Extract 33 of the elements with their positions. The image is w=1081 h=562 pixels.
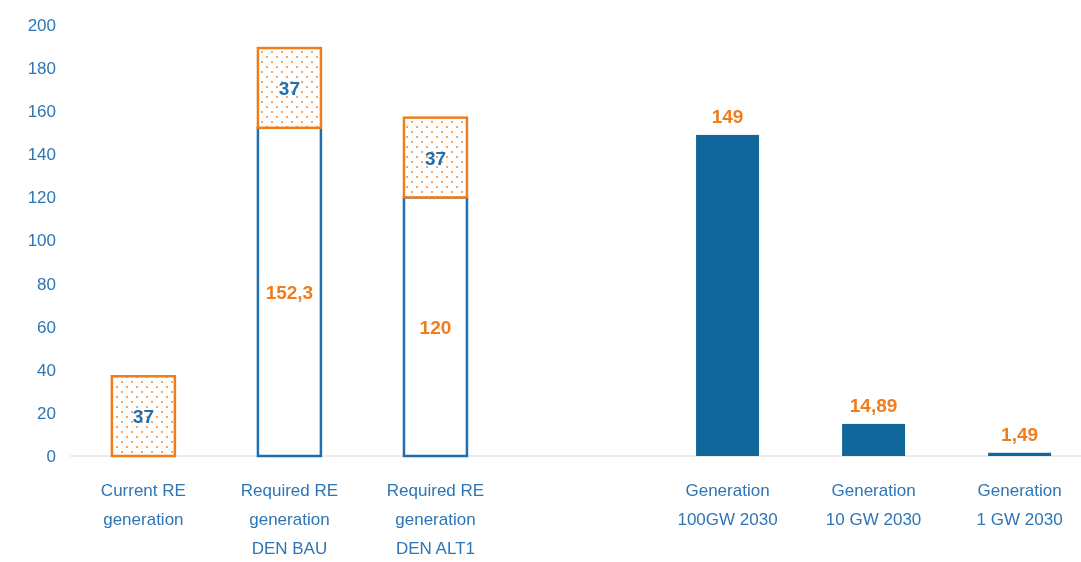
- bar: [402, 196, 469, 458]
- x-tick-label: Generation 1 GW 2030: [976, 481, 1063, 529]
- bar: [256, 46, 323, 130]
- data-label: 37: [278, 77, 300, 99]
- bar: [110, 375, 177, 458]
- data-label: 37: [132, 406, 154, 428]
- data-label: 149: [711, 105, 744, 127]
- data-label: 37: [424, 147, 447, 169]
- bar: [842, 423, 906, 456]
- y-tick-label: 160: [27, 102, 56, 122]
- bar: [256, 126, 323, 458]
- y-tick-label: 180: [27, 59, 56, 79]
- data-label: 152,3: [265, 281, 314, 303]
- bar: [696, 134, 760, 456]
- y-tick-label: 200: [27, 15, 56, 35]
- bar: [402, 116, 469, 199]
- y-tick-label: 20: [37, 403, 56, 423]
- y-tick-label: 40: [37, 360, 56, 380]
- x-tick-label: Required RE generation DEN ALT1: [386, 481, 485, 558]
- y-tick-label: 100: [27, 231, 56, 251]
- bar: [988, 452, 1052, 456]
- data-label: 120: [419, 316, 452, 338]
- y-tick-label: 60: [37, 317, 56, 337]
- y-tick-label: 140: [27, 145, 56, 165]
- data-label: 14,89: [849, 394, 898, 416]
- y-tick-label: 0: [46, 446, 56, 466]
- x-tick-label: Current RE generation: [100, 481, 186, 529]
- y-tick-label: 120: [27, 188, 56, 208]
- x-tick-label: Generation 10 GW 2030: [825, 481, 922, 529]
- x-tick-label: Generation 100GW 2030: [677, 481, 778, 529]
- x-tick-label: Required RE generation DEN BAU: [240, 481, 339, 558]
- y-tick-label: 80: [37, 274, 56, 294]
- data-label: 1,49: [1001, 423, 1039, 445]
